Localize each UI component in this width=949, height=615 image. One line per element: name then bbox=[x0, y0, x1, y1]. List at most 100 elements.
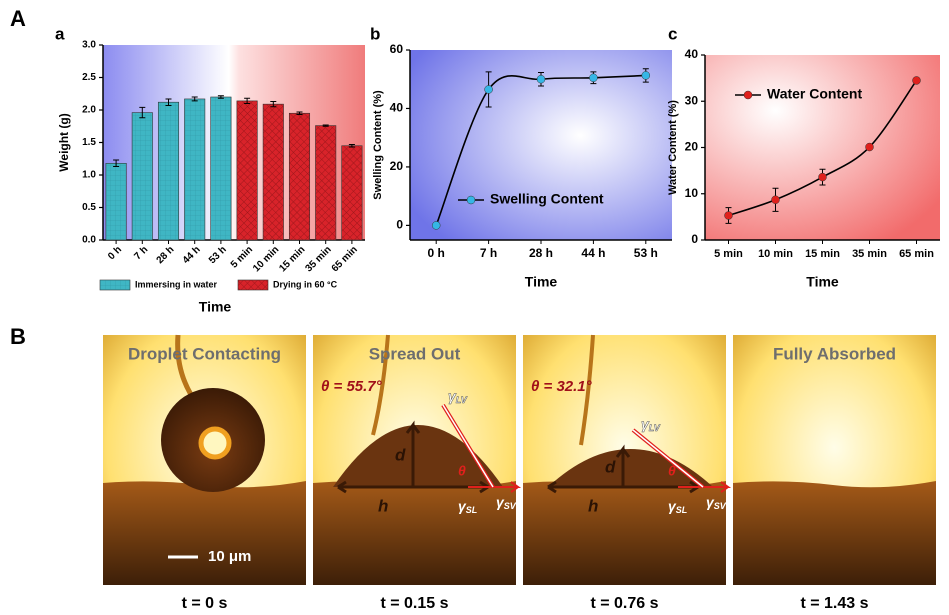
legend-label: Swelling Content bbox=[490, 191, 604, 207]
legend-marker bbox=[743, 90, 753, 100]
bar-texture bbox=[105, 163, 127, 240]
droplet bbox=[333, 425, 503, 487]
marker bbox=[484, 85, 493, 94]
marker bbox=[536, 74, 546, 84]
error-bar bbox=[139, 106, 146, 119]
marker bbox=[912, 76, 921, 85]
h-label: h bbox=[588, 496, 598, 515]
force-label: γSL bbox=[668, 498, 687, 516]
x-tick-label: 28 h bbox=[155, 244, 177, 266]
needle bbox=[371, 334, 390, 436]
x-tick-label: 15 min bbox=[805, 248, 840, 260]
error-bar bbox=[270, 101, 277, 108]
x-tick-label: 5 min bbox=[714, 248, 743, 260]
marker bbox=[818, 172, 827, 182]
force-subscript: SL bbox=[676, 505, 688, 515]
photo-ground bbox=[733, 481, 936, 585]
line bbox=[435, 74, 646, 226]
photo-ground bbox=[103, 481, 306, 585]
y-tick-label: 10 bbox=[685, 186, 699, 200]
y-tick-label: 1.0 bbox=[82, 170, 96, 181]
force-symbol: γ bbox=[706, 494, 715, 510]
force-label: γLV bbox=[448, 388, 468, 406]
legend-label: Drying in 60 °C bbox=[273, 279, 338, 289]
x-tick-label: 0 h bbox=[428, 246, 445, 260]
x-tick-label: 44 h bbox=[181, 244, 203, 266]
y-tick-label: 0 bbox=[691, 232, 698, 246]
x-tick-label: 35 min bbox=[304, 244, 334, 274]
angle-label: θ = 32.1° bbox=[531, 378, 593, 395]
y-tick-label: 0.0 bbox=[82, 235, 96, 246]
force-subscript: SV bbox=[504, 501, 517, 511]
y-tick-label: 0 bbox=[396, 218, 403, 232]
y-tick-label: 20 bbox=[390, 159, 404, 173]
y-axis-label: Swelling Content (%) bbox=[372, 90, 384, 200]
angle-label: θ = 55.7° bbox=[321, 378, 383, 395]
error-bar bbox=[191, 96, 198, 102]
x-tick-label: 53 h bbox=[207, 244, 229, 266]
x-tick-label: 44 h bbox=[581, 246, 605, 260]
theta-label: θ bbox=[668, 463, 676, 479]
error-bar bbox=[348, 143, 355, 148]
force-label: γSL bbox=[458, 498, 477, 516]
x-tick-label: 35 min bbox=[852, 248, 887, 260]
photo-time: t = 0.76 s bbox=[590, 595, 658, 612]
chart-title: a bbox=[55, 24, 65, 43]
force-symbol: γ bbox=[641, 416, 650, 432]
d-label: d bbox=[605, 457, 616, 476]
y-tick-label: 3.0 bbox=[82, 40, 96, 51]
y-tick-label: 60 bbox=[390, 42, 404, 56]
photo: Fully Absorbed bbox=[733, 335, 936, 585]
photo-title: Spread Out bbox=[369, 344, 461, 363]
force-label: γSV bbox=[496, 494, 517, 512]
x-tick-label: 7 h bbox=[132, 244, 150, 262]
x-axis-label: Time bbox=[806, 274, 839, 290]
bar-texture bbox=[263, 104, 284, 241]
y-tick-label: 20 bbox=[685, 140, 699, 154]
x-tick-label: 28 h bbox=[529, 246, 553, 260]
force-subscript: SV bbox=[714, 501, 727, 511]
y-tick-label: 40 bbox=[390, 101, 404, 115]
x-axis-label: Time bbox=[199, 299, 232, 315]
needle bbox=[579, 334, 595, 446]
error-bar bbox=[322, 124, 329, 127]
chart-title: c bbox=[668, 24, 677, 43]
panel-label: A bbox=[10, 6, 26, 31]
force-symbol: γ bbox=[496, 494, 505, 510]
d-arrow bbox=[405, 420, 421, 487]
force-subscript: LV bbox=[649, 423, 661, 433]
force-label: γSV bbox=[706, 494, 727, 512]
marker bbox=[771, 195, 780, 205]
marker bbox=[431, 221, 441, 230]
y-axis-label: Weight (g) bbox=[57, 113, 71, 171]
photo-time: t = 0.15 s bbox=[380, 595, 448, 612]
scale-label: 10 μm bbox=[208, 548, 251, 565]
bar-texture bbox=[132, 112, 153, 240]
x-tick-label: 53 h bbox=[634, 246, 658, 260]
photo: 10 μm Droplet Contacting bbox=[103, 334, 306, 585]
photo-title: Droplet Contacting bbox=[128, 344, 281, 363]
y-tick-label: 30 bbox=[685, 93, 699, 107]
chart-title: b bbox=[370, 24, 380, 43]
legend-marker bbox=[466, 195, 476, 205]
force-label: γLV bbox=[641, 416, 661, 434]
marker bbox=[641, 71, 651, 80]
y-tick-label: 40 bbox=[685, 47, 699, 61]
photo-time: t = 0 s bbox=[182, 595, 228, 612]
force-subscript: SL bbox=[466, 505, 478, 515]
theta-label: θ bbox=[458, 463, 466, 479]
bar-texture bbox=[315, 125, 336, 240]
d-label: d bbox=[395, 445, 406, 464]
x-tick-label: 65 min bbox=[330, 244, 360, 274]
error-bar bbox=[296, 111, 303, 116]
sv-arrow bbox=[703, 481, 732, 493]
photo-title: Fully Absorbed bbox=[773, 344, 896, 363]
force-subscript: LV bbox=[456, 395, 468, 405]
legend-label: Immersing in water bbox=[135, 279, 218, 289]
y-tick-label: 2.5 bbox=[82, 72, 96, 83]
bar-texture bbox=[184, 98, 205, 240]
bar-texture bbox=[236, 100, 258, 241]
